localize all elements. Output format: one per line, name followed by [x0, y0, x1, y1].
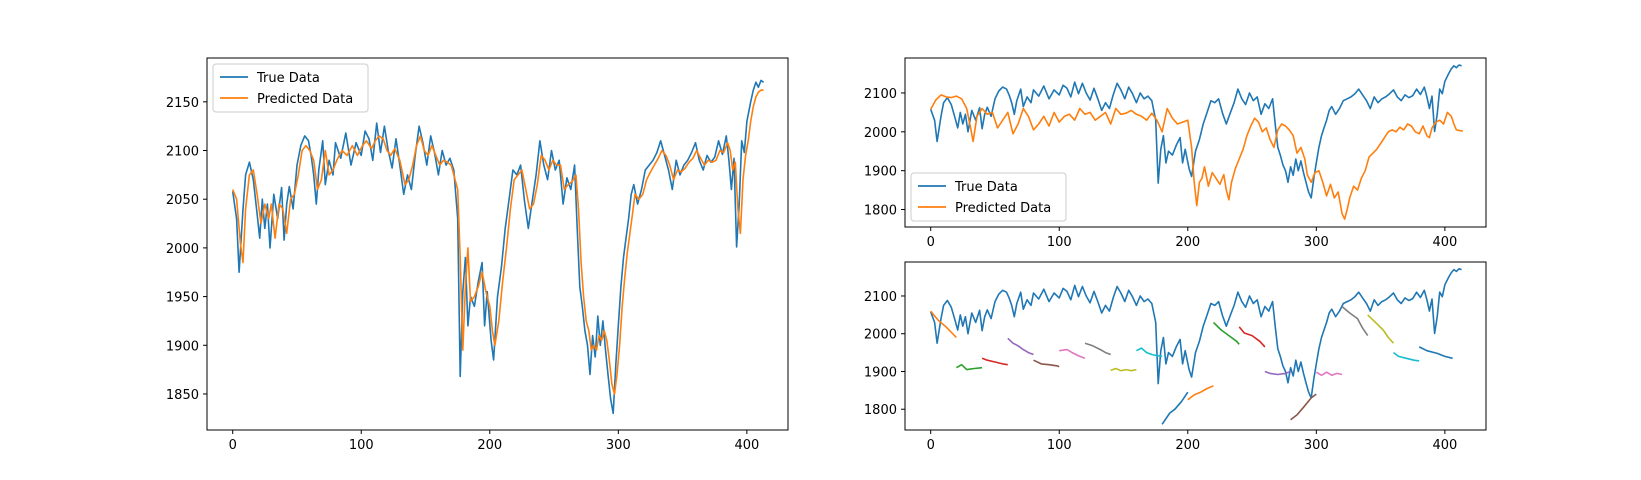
- x-tick-label: 100: [349, 438, 374, 453]
- true-data-line: [231, 79, 765, 415]
- y-tick-label: 1800: [864, 204, 897, 219]
- legend-label: Predicted Data: [955, 201, 1051, 216]
- true-data-line: [929, 64, 1462, 199]
- prediction-segment-1-line: [930, 310, 957, 339]
- axes-frame: [904, 261, 1487, 431]
- series-group: [929, 64, 1463, 220]
- prediction-segment-20-line: [1418, 346, 1453, 360]
- prediction-segment-10-line: [1161, 391, 1189, 425]
- prediction-segment-0-line: [929, 268, 1462, 399]
- y-tick-label: 2000: [166, 242, 199, 257]
- x-tick-label: 400: [734, 438, 759, 453]
- x-tick-label: 200: [1175, 235, 1200, 250]
- y-tick-label: 2000: [864, 328, 897, 343]
- prediction-segment-11-line: [1187, 385, 1214, 401]
- legend: True Data Predicted Data: [910, 172, 1067, 222]
- prediction-segment-3-line: [981, 357, 1008, 366]
- y-tick-label: 1900: [864, 165, 897, 180]
- series-group: [231, 79, 765, 415]
- x-tick-label: 100: [1047, 438, 1072, 453]
- prediction-segment-19-line: [1393, 351, 1420, 362]
- y-tick-label: 2150: [166, 96, 199, 111]
- predicted-data-line: [929, 94, 1463, 220]
- series-group: [929, 268, 1462, 425]
- x-tick-label: 400: [1432, 235, 1457, 250]
- y-tick-label: 1850: [166, 388, 199, 403]
- prediction-segment-16-line: [1315, 371, 1343, 377]
- x-tick-label: 0: [927, 438, 935, 453]
- prediction-segment-17-line: [1341, 305, 1369, 337]
- y-tick-label: 1800: [864, 403, 897, 418]
- predicted-data-line: [231, 89, 764, 395]
- legend-label: True Data: [954, 180, 1018, 195]
- legend-box: [212, 63, 369, 113]
- y-tick-label: 1900: [864, 365, 897, 380]
- prediction-segment-13-line: [1238, 326, 1266, 348]
- y-tick-label: 2100: [166, 145, 199, 160]
- y-tick-label: 2100: [864, 290, 897, 305]
- axes-frame: [206, 57, 789, 431]
- chart-left-full-sequence: 0 100 200 300 400 1850 1900 1950 2000 2050 2100 215…: [166, 57, 789, 453]
- prediction-segment-8-line: [1110, 367, 1137, 372]
- prediction-segment-15-line: [1290, 393, 1317, 421]
- prediction-segment-7-line: [1084, 342, 1111, 356]
- prediction-segment-18-line: [1367, 314, 1395, 344]
- prediction-segment-5-line: [1033, 359, 1060, 368]
- x-tick-label: 0: [229, 438, 237, 453]
- prediction-segment-9-line: [1136, 347, 1163, 358]
- chart-bottom-right-multi-sequence: 0 100 200 300 400 1800 1900 2000 2100: [864, 261, 1487, 453]
- y-tick-label: 1900: [166, 339, 199, 354]
- prediction-segment-12-line: [1212, 321, 1240, 345]
- x-tick-label: 300: [1304, 235, 1329, 250]
- prediction-segment-14-line: [1264, 370, 1291, 376]
- prediction-segment-6-line: [1059, 348, 1086, 360]
- x-tick-label: 200: [1175, 438, 1200, 453]
- y-tick-label: 2050: [166, 193, 199, 208]
- x-tick-label: 300: [1304, 438, 1329, 453]
- legend: True Data Predicted Data: [212, 63, 369, 113]
- axes-frame: [904, 57, 1487, 228]
- x-tick-label: 200: [477, 438, 502, 453]
- x-tick-label: 0: [927, 235, 935, 250]
- legend-label: True Data: [256, 71, 320, 86]
- y-tick-label: 2100: [864, 87, 897, 102]
- y-tick-label: 2000: [864, 126, 897, 141]
- legend-box: [910, 172, 1067, 222]
- x-tick-label: 400: [1432, 438, 1457, 453]
- prediction-segment-2-line: [956, 363, 983, 371]
- prediction-segment-4-line: [1007, 337, 1034, 356]
- legend-label: Predicted Data: [257, 92, 353, 107]
- x-tick-label: 300: [606, 438, 631, 453]
- chart-top-right-full-prediction: 0 100 200 300 400 1800 1900 2000 2100 True Data Pr…: [864, 57, 1487, 250]
- x-tick-label: 100: [1047, 235, 1072, 250]
- y-tick-label: 1950: [166, 291, 199, 306]
